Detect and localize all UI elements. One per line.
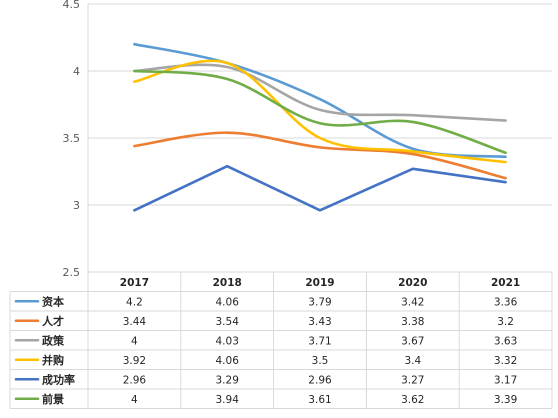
data-label: 3.62 [401, 394, 424, 406]
x-category-label: 2017 [120, 277, 149, 289]
legend-label: 资本 [42, 294, 64, 308]
series-line [133, 63, 507, 122]
data-label: 3.5 [312, 355, 329, 367]
series-line [133, 59, 507, 164]
y-tick-label: 4.5 [63, 0, 81, 11]
data-label: 2.96 [123, 374, 147, 386]
x-category-label: 2019 [305, 277, 334, 289]
data-label: 3.2 [497, 316, 514, 328]
x-category-label: 2018 [213, 277, 242, 289]
data-label: 3.71 [308, 335, 331, 347]
y-tick-label: 3.5 [63, 132, 81, 145]
data-label: 3.54 [216, 316, 240, 328]
series-line [133, 164, 507, 212]
data-label: 4.06 [216, 355, 240, 367]
data-label: 3.94 [216, 394, 240, 406]
data-label: 3.44 [123, 316, 147, 328]
series-line [133, 69, 507, 155]
series-lines [133, 42, 507, 212]
y-tick-label: 2.5 [63, 266, 81, 279]
data-label: 2.96 [308, 374, 332, 386]
legend-label: 前景 [42, 392, 64, 406]
data-label: 4.2 [126, 296, 143, 308]
data-label: 3.27 [401, 374, 424, 386]
data-label: 4 [131, 394, 138, 406]
x-category-label: 2021 [491, 277, 520, 289]
data-label: 3.36 [494, 296, 518, 308]
data-label: 4.03 [216, 335, 239, 347]
data-label: 3.79 [308, 296, 331, 308]
data-label: 3.38 [401, 316, 424, 328]
data-label: 3.32 [494, 355, 517, 367]
y-tick-label: 4 [73, 65, 80, 78]
legend-label: 并购 [42, 353, 64, 367]
data-table: 2017 2018 2019 2020 2021 资本 4.2 4.06 3.79 3.42 3.3… [9, 4, 553, 409]
y-axis-ticks: 2.5 3 3.5 4 4.5 [63, 0, 81, 279]
data-label: 3.29 [216, 374, 239, 386]
series-line [133, 131, 507, 180]
data-label: 3.61 [308, 394, 331, 406]
legend-label: 成功率 [42, 372, 75, 386]
data-label: 3.39 [494, 394, 517, 406]
legend-label: 政策 [42, 333, 65, 347]
series-line [133, 42, 507, 159]
y-tick-label: 3 [73, 199, 80, 212]
data-label: 3.4 [404, 355, 421, 367]
data-label: 3.42 [401, 296, 424, 308]
data-label: 3.17 [494, 374, 517, 386]
data-label: 3.43 [308, 316, 331, 328]
data-label: 3.63 [494, 335, 517, 347]
legend-label: 人才 [42, 314, 64, 328]
data-label: 3.92 [123, 355, 146, 367]
data-label: 4.06 [216, 296, 240, 308]
data-label: 3.67 [401, 335, 424, 347]
x-category-label: 2020 [398, 277, 427, 289]
data-label: 4 [131, 335, 138, 347]
